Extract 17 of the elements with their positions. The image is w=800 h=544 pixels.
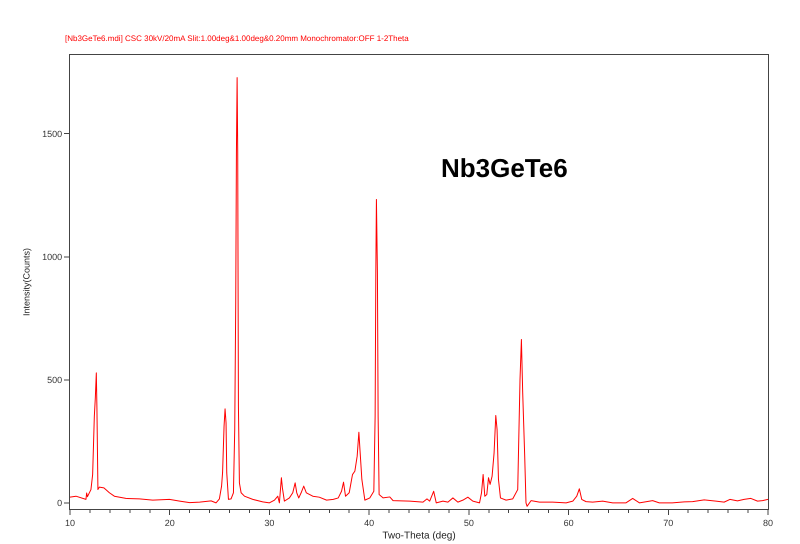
x-axis-title: Two-Theta (deg)	[382, 530, 456, 542]
x-tick-label: 50	[464, 518, 474, 528]
x-tick-label: 80	[762, 518, 774, 528]
annotation: Nb3GeTe6	[441, 153, 568, 183]
line-series	[70, 77, 768, 507]
y-tick-label: 1000	[42, 252, 62, 262]
x-tick-label: 10	[64, 518, 76, 528]
x-tick-label: 40	[364, 518, 374, 528]
y-tick-label: 1500	[42, 128, 62, 139]
x-tick-label: 30	[264, 518, 274, 528]
x-tick-label: 70	[663, 518, 674, 528]
y-axis-title: Intensity(Counts)	[22, 248, 32, 316]
x-tick-label: 60	[564, 518, 574, 528]
chart-title: [Nb3GeTe6.mdi] CSC 30kV/20mA Slit:1.00deg&1.00deg&0.20mm Monochromator:OFF 1-2Theta	[65, 34, 410, 43]
y-tick-label: 0	[57, 498, 62, 508]
y-tick-label: 500	[47, 374, 62, 385]
x-tick-label: 20	[164, 518, 175, 528]
